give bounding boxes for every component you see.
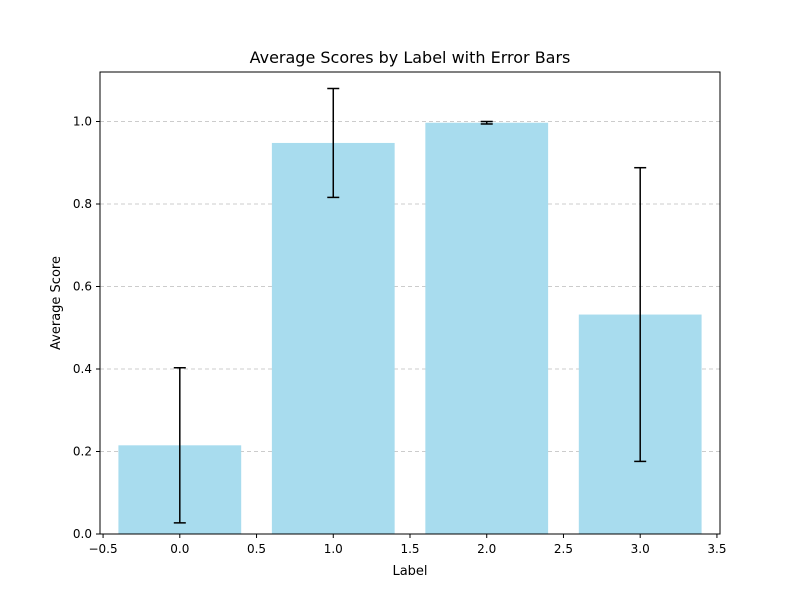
x-tick-label: 3.5 xyxy=(707,542,726,556)
bar xyxy=(425,122,549,535)
y-tick-label: 0.0 xyxy=(73,527,92,541)
y-tick-label: 0.2 xyxy=(73,445,92,459)
x-tick-label: −0.5 xyxy=(88,542,117,556)
x-tick-label: 0.0 xyxy=(170,542,189,556)
y-tick-label: 0.4 xyxy=(73,362,92,376)
grid-lines xyxy=(100,121,720,452)
x-tick-label: 3.0 xyxy=(631,542,650,556)
y-tick-label: 0.6 xyxy=(73,280,92,294)
y-axis-ticks: 0.0 0.2 0.4 0.6 0.8 1.0 xyxy=(73,115,100,541)
y-tick-label: 1.0 xyxy=(73,115,92,129)
chart-title: Average Scores by Label with Error Bars xyxy=(250,48,571,67)
y-tick-label: 0.8 xyxy=(73,197,92,211)
bar xyxy=(271,142,395,534)
x-tick-label: 2.5 xyxy=(554,542,573,556)
x-axis-label: Label xyxy=(392,564,427,579)
bars xyxy=(118,122,702,535)
x-tick-label: 2.0 xyxy=(477,542,496,556)
error-bars xyxy=(173,87,647,524)
y-axis-label: Average Score xyxy=(49,256,64,350)
x-axis-ticks: −0.5 0.0 0.5 1.0 1.5 2.0 2.5 3.0 3.5 xyxy=(88,534,726,556)
x-tick-label: 1.5 xyxy=(400,542,419,556)
x-tick-label: 0.5 xyxy=(247,542,266,556)
x-tick-label: 1.0 xyxy=(324,542,343,556)
